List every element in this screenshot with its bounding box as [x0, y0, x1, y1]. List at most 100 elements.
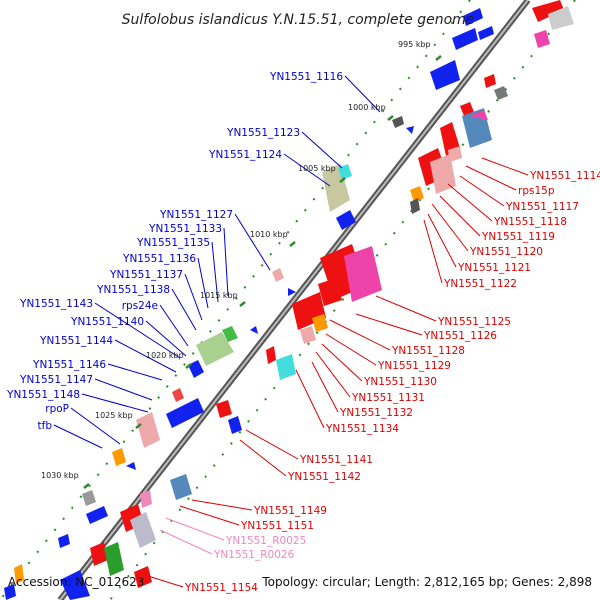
gene-label-reverse: YN1551_1131	[351, 392, 425, 404]
gene-reverse	[484, 74, 496, 88]
leader-line-forward	[53, 424, 103, 449]
leader-line-reverse	[465, 165, 517, 191]
leader-line-forward	[223, 227, 229, 297]
gene-other	[392, 116, 404, 128]
gene-label-forward: rps24e	[122, 300, 158, 312]
gene-label-reverse: YN1551_1125	[437, 316, 511, 328]
leader-line-reverse	[321, 343, 363, 382]
leader-line-forward	[283, 153, 331, 187]
gene-reverse	[344, 246, 382, 302]
gene-label-forward: YN1551_1123	[226, 127, 300, 139]
kbp-label: 1000 kbp	[348, 103, 386, 112]
gene-forward	[463, 8, 483, 26]
leader-line-forward	[211, 241, 219, 303]
gene-labels: YN1551_1116 YN1551_1123 YN1551_1124 YN1551_…	[6, 71, 600, 594]
accession-text: Accession: NC_012623	[8, 575, 144, 589]
gene-reverse	[440, 122, 460, 156]
kbp-label: 1015 kbp	[200, 291, 238, 300]
gene-forward	[478, 26, 494, 40]
leader-line-forward	[107, 363, 163, 381]
gene-label-forward: rpoP	[45, 403, 69, 415]
gene-label-reverse: YN1551_1122	[443, 278, 517, 290]
gene-forward	[272, 268, 284, 282]
leader-line-reverse	[295, 369, 325, 429]
gene-forward	[250, 326, 258, 334]
gene-label-forward: YN1551_1124	[208, 149, 282, 161]
leader-line-rna	[159, 529, 213, 555]
leader-line-reverse	[315, 351, 351, 398]
gene-reverse	[228, 416, 242, 434]
gene-forward	[166, 398, 204, 428]
gene-forward	[406, 126, 414, 134]
gene-reverse	[266, 346, 276, 364]
leader-line-reverse	[423, 219, 443, 284]
gene-reverse	[410, 198, 420, 214]
leader-line-reverse	[311, 361, 339, 413]
gene-label-reverse: YN1551_1128	[391, 345, 465, 357]
gene-reverse	[448, 146, 462, 162]
gene-reverse	[460, 102, 474, 116]
gene-reverse	[300, 326, 316, 344]
leader-line-reverse	[427, 213, 457, 268]
gene-label-reverse: YN1551_1130	[363, 376, 437, 388]
leader-line-forward	[184, 273, 203, 321]
gene-label-reverse: YN1551_1149	[253, 505, 327, 517]
gene-label-reverse: YN1551_1141	[299, 454, 373, 466]
gene-label-reverse: YN1551_1117	[505, 201, 579, 213]
gene-label-reverse: YN1551_1114	[529, 170, 600, 182]
leader-line-reverse	[325, 333, 377, 366]
gene-forward	[430, 60, 460, 90]
kbp-tick	[339, 177, 346, 183]
gene-reverse	[134, 566, 152, 588]
leader-line-forward	[114, 339, 177, 373]
gene-forward	[188, 360, 204, 378]
gene-reverse	[532, 0, 564, 22]
gene-label-rna: YN1551_R0025	[225, 535, 306, 547]
leader-line-reverse	[447, 183, 493, 222]
gene-label-reverse: YN1551_1129	[377, 360, 451, 372]
gene-label-reverse: YN1551_1119	[481, 231, 555, 243]
gene-label-forward: YN1551_1148	[6, 389, 80, 401]
leader-line-forward	[301, 131, 343, 169]
gene-label-forward: YN1551_1135	[136, 237, 210, 249]
gene-reverse	[140, 490, 152, 508]
gene-forward	[452, 28, 478, 50]
gene-label-forward: YN1551_1133	[148, 223, 222, 235]
leader-line-reverse	[481, 157, 529, 176]
kbp-label: 1005 kbp	[298, 164, 336, 173]
gene-label-forward: tfb	[38, 420, 53, 432]
gene-reverse	[494, 86, 508, 100]
gene-label-forward: YN1551_1127	[159, 209, 233, 221]
leader-line-forward	[145, 320, 187, 357]
label-leader-lines	[53, 75, 529, 588]
gene-label-reverse: YN1551_1151	[240, 520, 314, 532]
leader-line-reverse	[439, 195, 481, 237]
gene-reverse	[548, 6, 574, 30]
map-title: Sulfolobus islandicus Y.N.15.51, complet…	[122, 12, 475, 28]
gene-reverse	[170, 474, 192, 500]
leader-line-reverse	[245, 429, 299, 460]
kbp-tick	[239, 301, 246, 307]
gene-reverse	[470, 110, 488, 120]
gene-label-forward: YN1551_1140	[70, 316, 144, 328]
gene-forward	[288, 288, 296, 296]
leader-line-forward	[70, 407, 121, 445]
kbp-tick	[185, 363, 192, 369]
gene-label-forward: YN1551_1138	[96, 284, 170, 296]
gene-reverse	[60, 570, 90, 600]
gene-forward	[136, 412, 160, 448]
gene-reverse	[90, 542, 108, 566]
leader-line-reverse	[239, 439, 287, 477]
genome-summary-text: Topology: circular; Length: 2,812,165 bp…	[261, 575, 592, 589]
kbp-tick	[435, 55, 442, 61]
gene-label-forward: YN1551_1144	[39, 335, 113, 347]
gene-forward	[222, 326, 238, 342]
gene-label-reverse: YN1551_1132	[339, 407, 413, 419]
leader-line-forward	[197, 257, 209, 309]
kbp-tick	[289, 241, 296, 247]
gene-reverse	[104, 542, 124, 576]
genome-backbone-highlight	[59, 0, 529, 600]
leader-line-reverse	[147, 575, 184, 588]
leader-line-reverse	[355, 313, 423, 336]
